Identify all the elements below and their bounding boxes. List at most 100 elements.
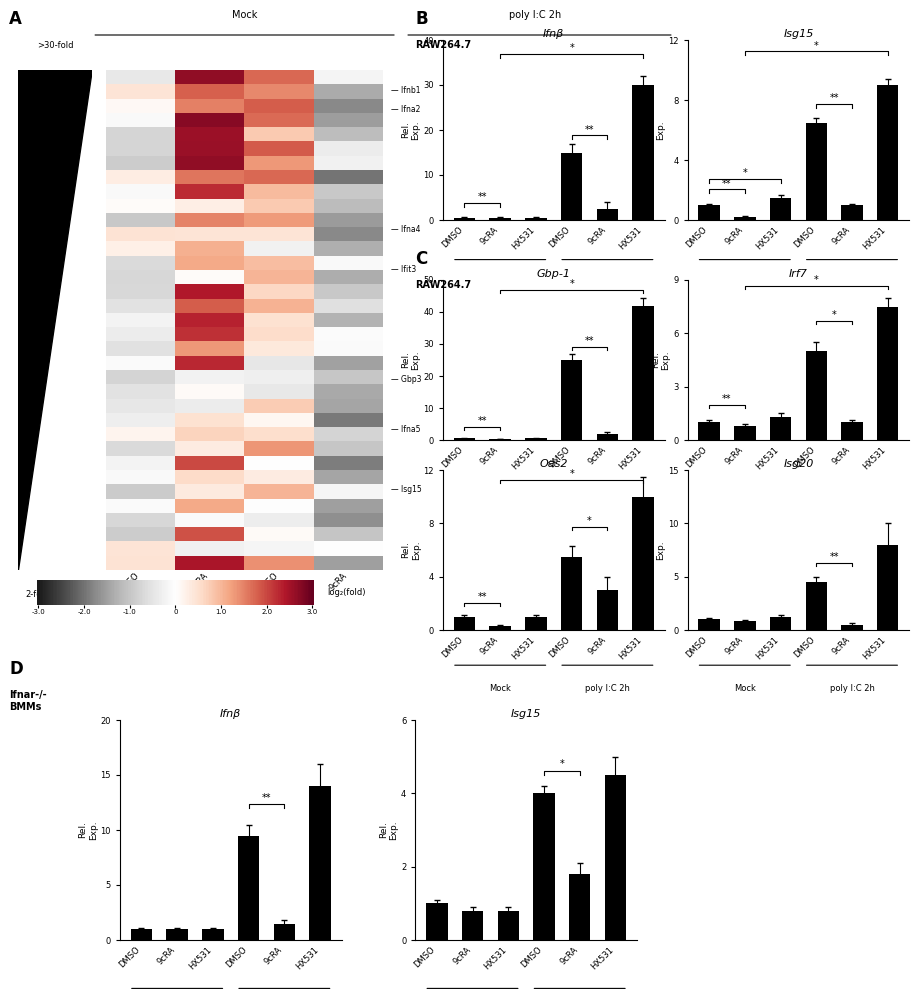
Text: **: ** [585,124,594,134]
Text: — Ifna2: — Ifna2 [391,105,421,114]
Text: **: ** [830,93,839,103]
Text: *: * [559,760,564,770]
Text: Mock: Mock [734,281,756,290]
Bar [525,617,546,630]
Bar [497,911,519,940]
Bar [841,625,863,630]
Y-axis label: Rel.
Exp.: Rel. Exp. [646,540,665,560]
Text: *: * [569,469,574,479]
Bar [525,438,546,440]
Text: Mock: Mock [734,494,756,503]
Text: **: ** [722,178,732,188]
Bar [569,874,591,940]
Bar [877,545,898,630]
Text: poly I:C 2h: poly I:C 2h [830,494,874,503]
Text: RAW264.7: RAW264.7 [415,40,472,50]
Y-axis label: Rel.
Exp.: Rel. Exp. [402,350,421,370]
Title: Gbp-1: Gbp-1 [537,269,570,279]
Text: **: ** [262,792,271,802]
Bar [806,351,827,440]
Bar [454,617,475,630]
Text: *: * [814,275,819,285]
Text: D: D [9,660,23,678]
Text: *: * [569,279,574,289]
Y-axis label: Rel.
Exp.: Rel. Exp. [378,820,398,840]
Title: Oas2: Oas2 [540,459,568,469]
Bar [734,426,756,440]
Bar [632,306,653,440]
Bar [632,497,653,630]
Text: *: * [832,310,836,320]
Bar [454,438,475,440]
Text: Mock: Mock [489,684,511,693]
Bar [806,122,827,220]
Text: poly I:C 2h: poly I:C 2h [830,281,874,290]
Bar [596,209,618,220]
Text: poly I:C 2h: poly I:C 2h [585,684,629,693]
Bar [841,422,863,440]
Y-axis label: Rel.
Exp.: Rel. Exp. [402,120,421,140]
Text: Mock: Mock [489,494,511,503]
Text: **: ** [585,336,594,346]
Title: Ifnβ: Ifnβ [220,709,242,719]
Text: B: B [415,10,428,28]
Bar [699,205,720,220]
Text: log₂(fold): log₂(fold) [328,588,366,597]
Bar [806,582,827,630]
Text: poly I:C 2h: poly I:C 2h [509,10,561,20]
Text: *: * [814,40,819,50]
Bar [489,218,511,220]
Bar [454,218,475,220]
Text: RAW264.7: RAW264.7 [415,280,472,290]
Bar [166,929,188,940]
Bar [734,217,756,220]
Text: *: * [569,43,574,53]
Bar [877,85,898,220]
Bar [525,218,546,220]
Text: poly I:C 2h: poly I:C 2h [585,494,629,503]
Bar [561,360,582,440]
Text: Mock: Mock [489,281,511,290]
Text: 2-fold: 2-fold [26,590,50,599]
Text: poly I:C 2h: poly I:C 2h [585,281,629,290]
Polygon shape [18,70,92,570]
Text: — Ifna4: — Ifna4 [391,226,421,234]
Bar [770,198,791,220]
Text: Mock: Mock [734,684,756,693]
Text: *: * [587,516,592,526]
Bar [605,775,626,940]
Bar [489,626,511,630]
Bar [533,793,555,940]
Bar [596,590,618,630]
Title: Irf7: Irf7 [789,269,808,279]
Bar [273,924,295,940]
Text: *: * [742,168,748,178]
Bar [561,152,582,220]
Bar [699,422,720,440]
Text: — Ifit3: — Ifit3 [391,265,416,274]
Bar [561,557,582,630]
Bar [734,621,756,630]
Text: **: ** [477,416,487,426]
Y-axis label: Rel.
Exp.: Rel. Exp. [651,350,670,370]
Bar [426,903,448,940]
Text: A: A [9,10,22,28]
Text: **: ** [722,394,732,404]
Bar [309,786,330,940]
Bar [131,929,152,940]
Title: Ifnβ: Ifnβ [543,29,565,39]
Text: >30-fold: >30-fold [37,41,74,50]
Text: — Gbp3: — Gbp3 [391,375,422,384]
Text: **: ** [830,552,839,562]
Bar [202,929,223,940]
Bar [596,434,618,440]
Title: Isg20: Isg20 [784,459,813,469]
Text: **: ** [477,592,487,602]
Bar [238,836,259,940]
Bar [841,205,863,220]
Bar [877,307,898,440]
Text: Ifnar-/-
BMMs: Ifnar-/- BMMs [9,690,47,712]
Text: — Ifnb1: — Ifnb1 [391,86,421,95]
Title: Isg15: Isg15 [784,29,813,39]
Bar [462,911,484,940]
